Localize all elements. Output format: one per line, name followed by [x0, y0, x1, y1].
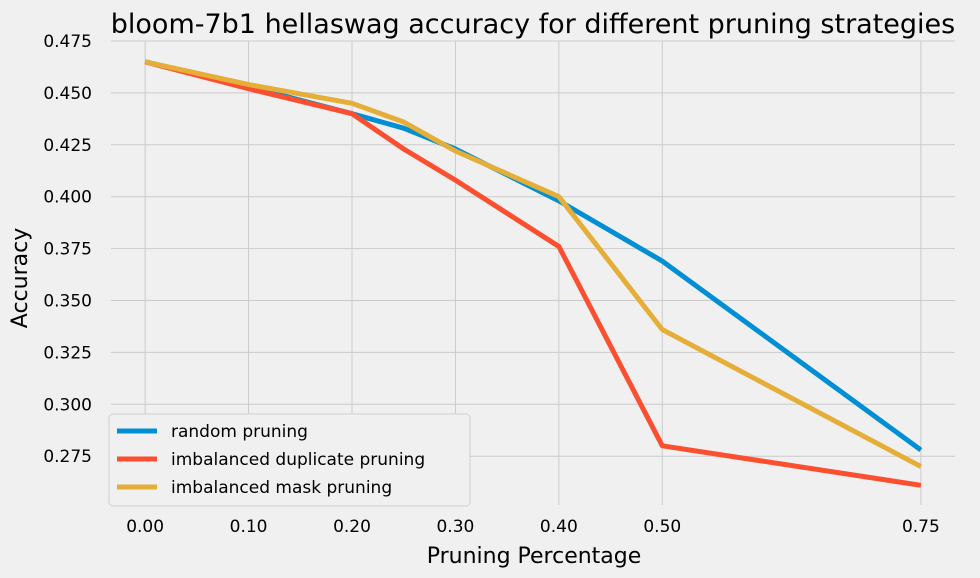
legend-label-imbalanced-duplicate-pruning: imbalanced duplicate pruning [171, 450, 425, 470]
x-tick-label: 0.75 [902, 517, 940, 537]
x-tick-label: 0.00 [126, 517, 164, 537]
x-tick-label: 0.30 [436, 517, 474, 537]
series-line-random-pruning [144, 59, 923, 453]
y-tick-label: 0.450 [43, 84, 92, 104]
y-tick-label: 0.400 [43, 188, 92, 208]
legend: random pruning imbalanced duplicate prun… [108, 413, 471, 507]
x-tick-label: 0.10 [230, 517, 268, 537]
x-axis-label: Pruning Percentage [427, 544, 642, 569]
y-tick-label: 0.300 [43, 395, 92, 415]
legend-label-imbalanced-mask-pruning: imbalanced mask pruning [171, 478, 392, 498]
series-line-imbalanced-duplicate-pruning [144, 59, 922, 488]
y-tick-label: 0.350 [43, 292, 92, 312]
x-tick-label: 0.40 [540, 517, 578, 537]
y-tick-label: 0.325 [43, 343, 92, 363]
y-axis-ticks: 0.275 0.300 0.325 0.350 0.375 0.400 0.425 0.450… [43, 32, 92, 467]
y-tick-label: 0.275 [43, 447, 92, 467]
y-axis-label: Accuracy [8, 228, 33, 328]
x-axis-ticks: 0.00 0.10 0.20 0.30 0.40 0.50 0.75 [126, 517, 940, 537]
y-tick-label: 0.425 [43, 136, 92, 156]
x-tick-label: 0.50 [643, 517, 681, 537]
series-lines [144, 59, 923, 488]
grid [111, 40, 955, 505]
legend-label-random-pruning: random pruning [171, 422, 308, 442]
legend-box [108, 413, 471, 507]
y-tick-label: 0.475 [43, 32, 92, 52]
series-line-imbalanced-mask-pruning [144, 59, 923, 469]
y-tick-label: 0.375 [43, 240, 92, 260]
chart-title: bloom-7b1 hellaswag accuracy for differe… [111, 9, 955, 40]
x-tick-label: 0.20 [333, 517, 371, 537]
